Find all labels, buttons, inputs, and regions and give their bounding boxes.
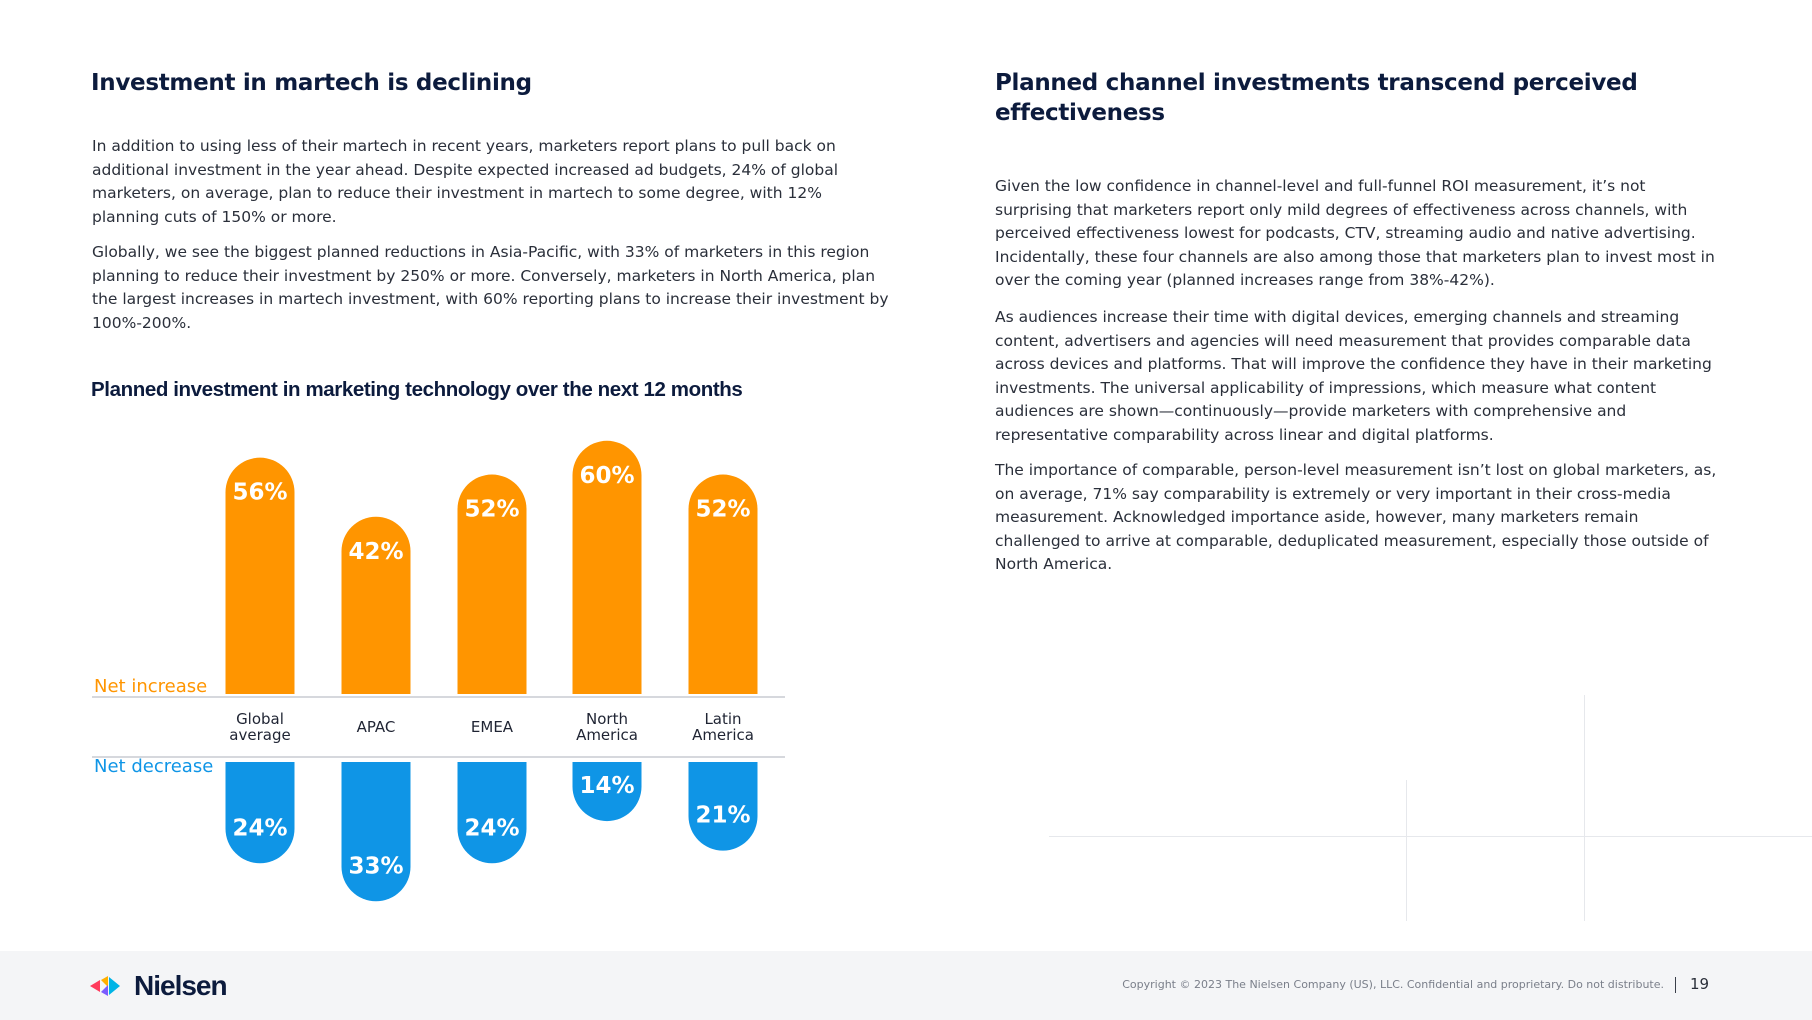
right-heading: Planned channel investments transcend pe… — [995, 70, 1638, 126]
bar-net-decrease — [341, 762, 411, 902]
bar-net-increase — [457, 474, 527, 694]
data-label-net-decrease: 33% — [348, 853, 403, 879]
category-label: Global average — [229, 710, 290, 744]
bar-net-decrease — [225, 762, 295, 864]
right-paragraph-2: As audiences increase their time with di… — [995, 308, 1712, 444]
nielsen-logo-icon — [90, 976, 120, 996]
chart-title: Planned investment in marketing technolo… — [91, 378, 743, 401]
bar-net-increase — [688, 474, 758, 694]
data-label-net-decrease: 14% — [579, 773, 634, 799]
copyright-text: Copyright © 2023 The Nielsen Company (US… — [1122, 978, 1664, 991]
data-label-net-increase: 52% — [695, 497, 750, 523]
right-paragraph-1: Given the low confidence in channel-leve… — [995, 177, 1715, 289]
left-paragraph-2: Globally, we see the biggest planned red… — [92, 243, 889, 332]
category-label: APAC — [357, 718, 396, 736]
right-paragraph-3: The importance of comparable, person-lev… — [995, 461, 1717, 573]
page-number: 19 — [1690, 975, 1710, 993]
left-heading: Investment in martech is declining — [91, 70, 532, 96]
data-label-net-increase: 56% — [232, 480, 287, 506]
series-label-net-decrease: Net decrease — [94, 756, 213, 777]
left-paragraph-1: In addition to using less of their marte… — [92, 137, 839, 226]
bar-net-decrease — [457, 762, 527, 864]
bar-net-increase — [572, 440, 642, 694]
logo-text: Nielsen — [134, 970, 228, 1001]
decorative-line — [1406, 780, 1407, 921]
data-label-net-increase: 60% — [579, 463, 634, 489]
footer — [0, 951, 1812, 1020]
category-label: Latin America — [692, 710, 754, 744]
bar-net-increase — [341, 516, 411, 694]
category-label: EMEA — [471, 718, 514, 736]
data-label-net-increase: 52% — [464, 497, 519, 523]
data-label-net-decrease: 21% — [695, 803, 750, 829]
data-label-net-decrease: 24% — [464, 815, 519, 841]
bar-net-decrease — [688, 762, 758, 851]
decorative-line — [1049, 836, 1812, 837]
category-label: North America — [576, 710, 638, 744]
data-label-net-decrease: 24% — [232, 815, 287, 841]
bar-net-increase — [225, 457, 295, 694]
footer-separator — [1675, 977, 1676, 993]
decorative-line — [1584, 695, 1585, 921]
nielsen-logo: Nielsen — [90, 970, 228, 1002]
bar-net-decrease — [572, 762, 642, 822]
data-label-net-increase: 42% — [348, 539, 403, 565]
series-label-net-increase: Net increase — [94, 676, 207, 697]
